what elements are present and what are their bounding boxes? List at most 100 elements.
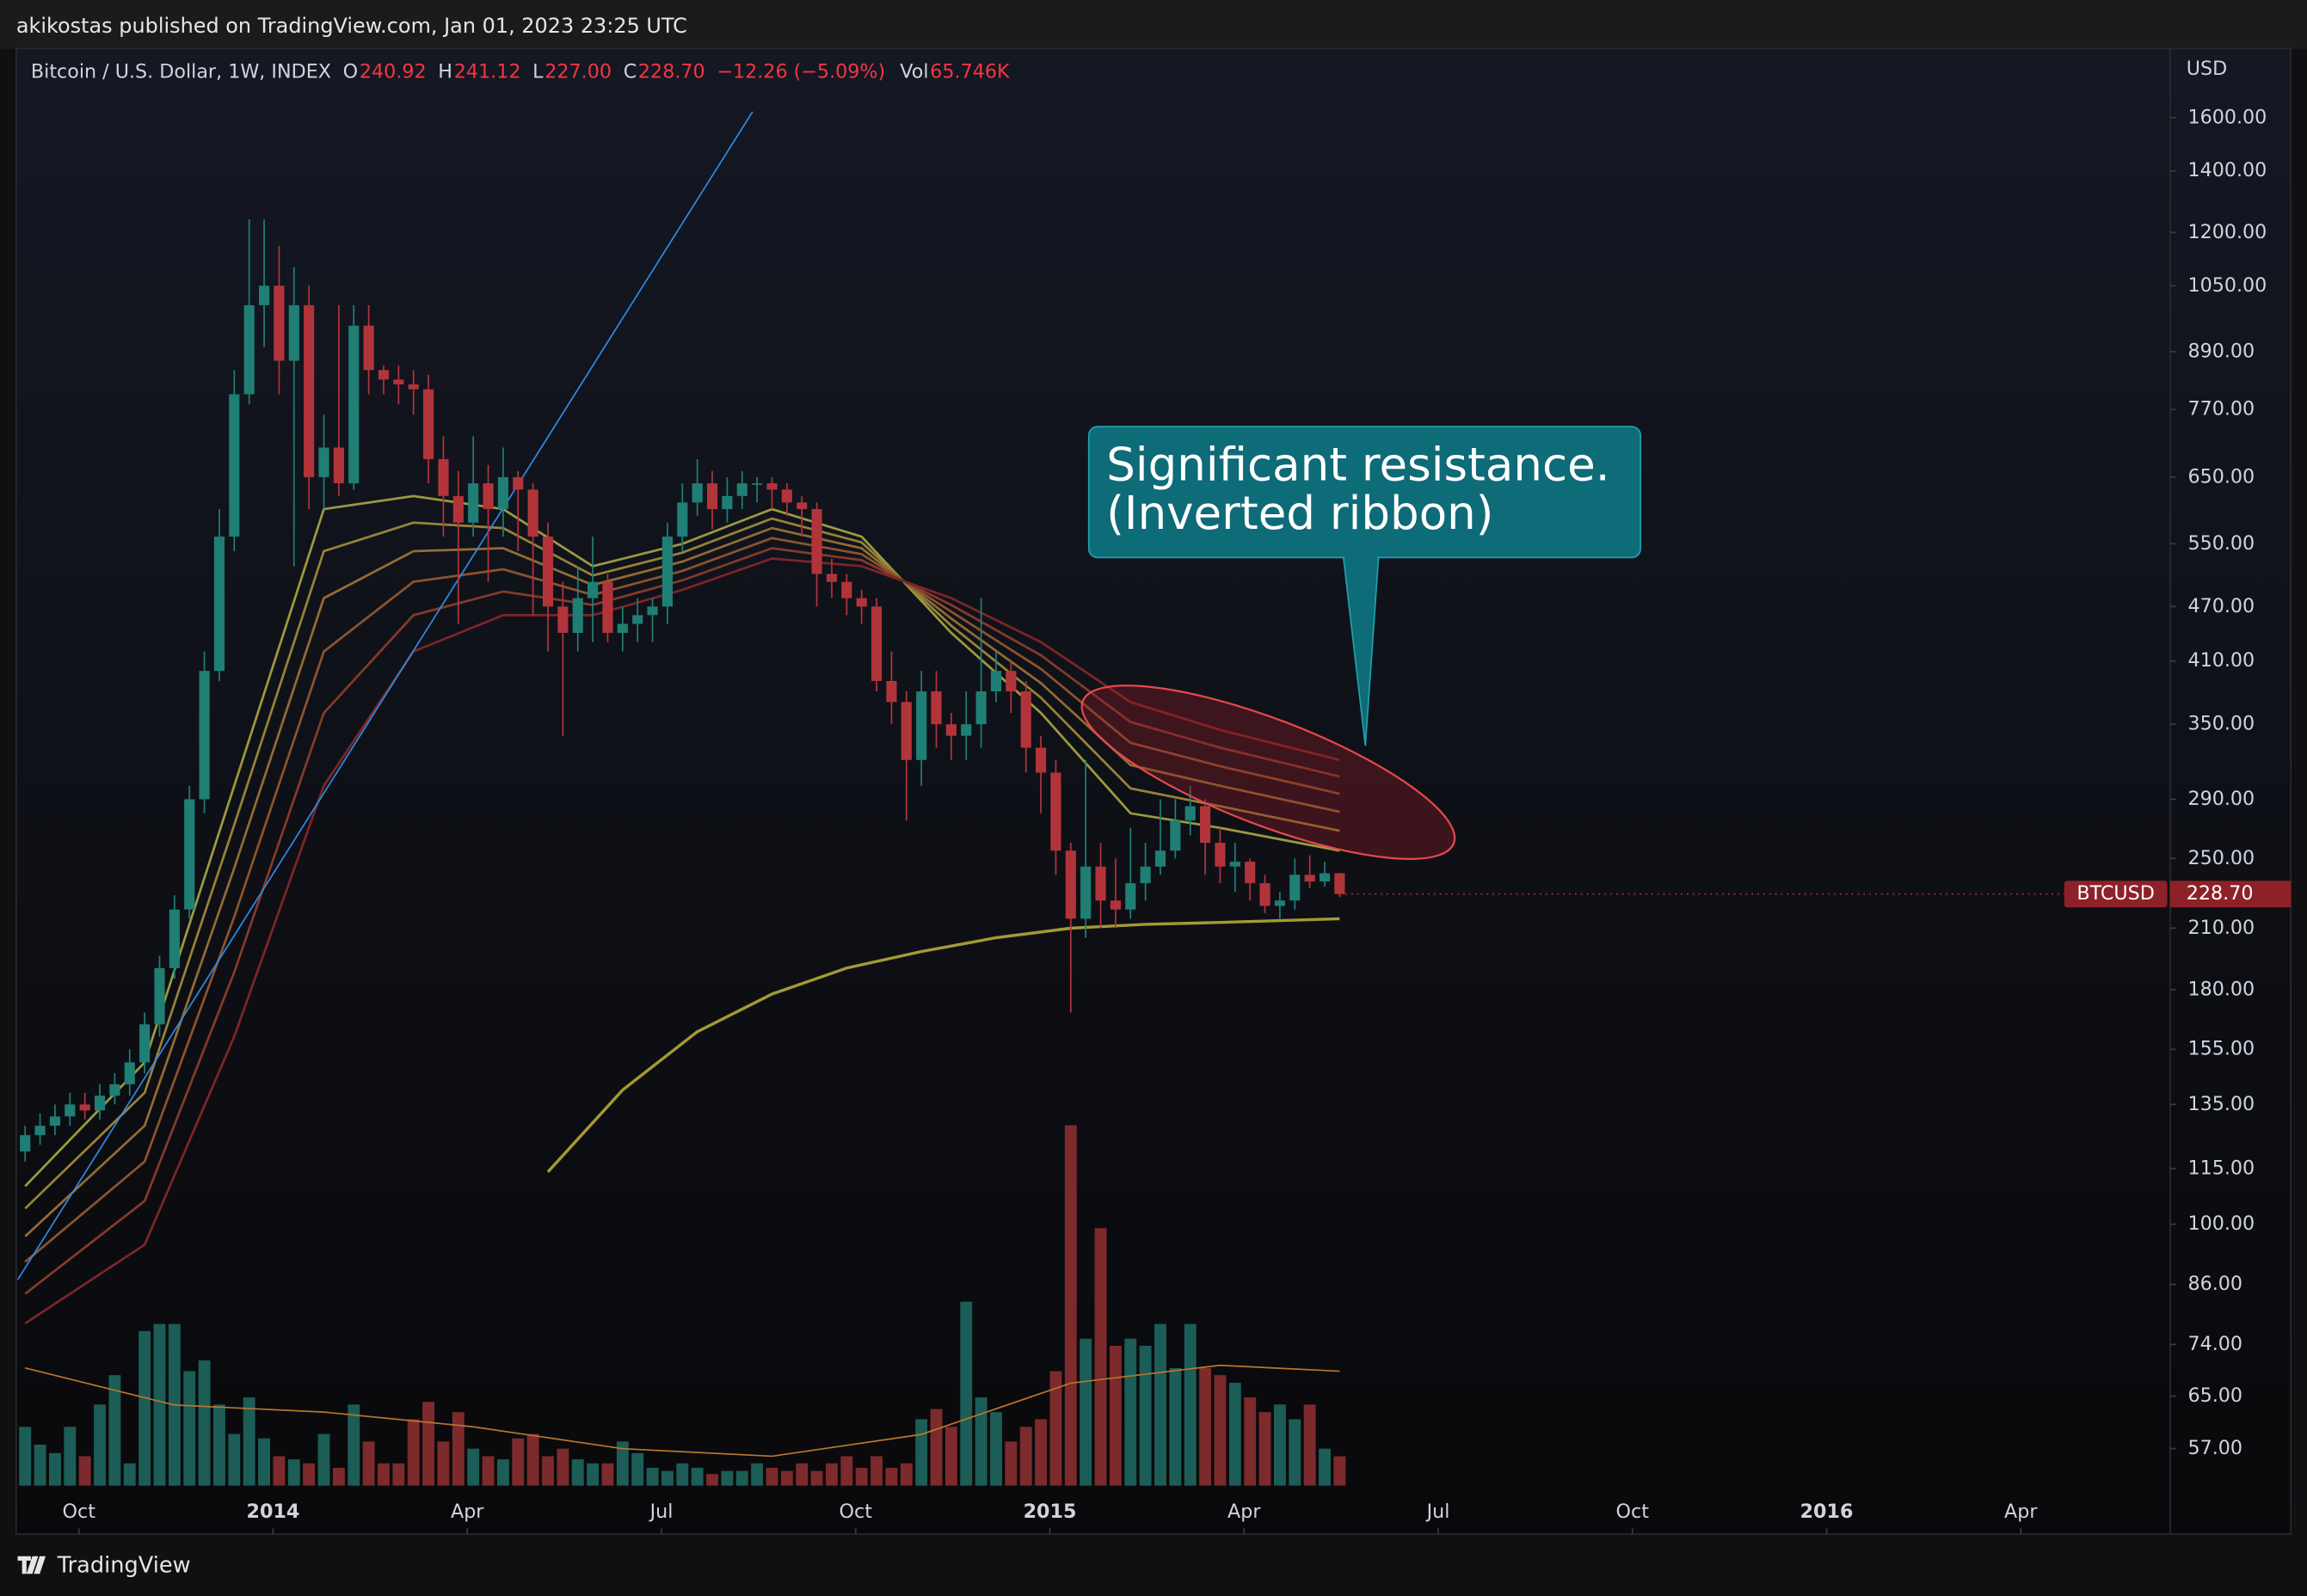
volume-bar xyxy=(78,1456,91,1486)
volume-bar xyxy=(840,1456,853,1486)
candle-body xyxy=(916,691,927,760)
candle-body xyxy=(1050,772,1061,851)
volume-bar xyxy=(1080,1338,1092,1486)
volume-bar xyxy=(1228,1382,1241,1486)
y-tick-label: 650.00 xyxy=(2187,465,2255,488)
candle-body xyxy=(811,509,822,574)
candle-body xyxy=(34,1126,46,1136)
candle-body xyxy=(49,1116,61,1126)
callout: Significant resistance. (Inverted ribbon… xyxy=(1080,426,1642,860)
volume-bar xyxy=(452,1412,464,1486)
volume-bar xyxy=(183,1371,196,1486)
legend-text: 241.12 xyxy=(454,60,521,83)
y-tick-label: 135.00 xyxy=(2187,1093,2255,1115)
volume-bar xyxy=(198,1360,211,1486)
volume-bar xyxy=(348,1404,360,1486)
y-tick-label: 155.00 xyxy=(2187,1038,2255,1060)
volume-bar xyxy=(915,1419,928,1486)
y-tick-label: 1050.00 xyxy=(2187,274,2267,297)
volume-bar xyxy=(975,1397,987,1486)
volume-bar xyxy=(557,1448,569,1486)
volume-bar xyxy=(34,1444,46,1486)
candle-body xyxy=(452,495,464,523)
volume-bar xyxy=(646,1467,659,1486)
volume-bar xyxy=(1064,1125,1077,1486)
y-tick-label: 350.00 xyxy=(2187,713,2255,735)
y-tick-label: 1200.00 xyxy=(2187,221,2267,243)
ribbon-line xyxy=(24,517,1340,1210)
volume-bar xyxy=(706,1474,718,1486)
volume-bar xyxy=(378,1463,390,1486)
candle-body xyxy=(1020,691,1031,748)
legend-text: 228.70 xyxy=(638,60,705,83)
candle-body xyxy=(1140,866,1151,884)
x-tick-label: Oct xyxy=(1616,1501,1650,1523)
candle-body xyxy=(274,285,285,361)
volume-bar xyxy=(900,1463,913,1486)
chart-area xyxy=(15,47,2292,1535)
volume-bar xyxy=(138,1330,151,1486)
candle-body xyxy=(736,483,747,496)
candle-body xyxy=(647,606,658,616)
y-tick-label: 470.00 xyxy=(2187,595,2255,617)
candle-body xyxy=(258,285,270,305)
candle-body xyxy=(94,1096,106,1111)
candle-body xyxy=(1215,843,1226,867)
volume-bar xyxy=(855,1467,868,1486)
x-tick-label: Jul xyxy=(1425,1501,1450,1523)
volume-bar xyxy=(243,1397,255,1486)
volume-bar xyxy=(1094,1228,1107,1486)
volume-bar xyxy=(826,1463,838,1486)
volume-bar xyxy=(512,1438,525,1486)
volume-bar xyxy=(1019,1427,1032,1486)
candle-body xyxy=(1125,883,1136,910)
volume-bar xyxy=(1244,1397,1257,1486)
candle-body xyxy=(826,574,838,582)
candle-body xyxy=(871,606,883,681)
candle-body xyxy=(557,606,569,633)
candle-body xyxy=(1154,850,1166,867)
long-ma xyxy=(546,917,1340,1173)
volume-bar xyxy=(1005,1441,1018,1486)
candle-body xyxy=(1065,850,1076,919)
x-tick-label: Apr xyxy=(2004,1501,2038,1523)
volume-bar xyxy=(48,1452,61,1486)
y-tick-label: 890.00 xyxy=(2187,341,2255,363)
plot xyxy=(16,111,2176,1535)
volume-bar xyxy=(1035,1419,1048,1486)
volume-bar xyxy=(601,1463,614,1486)
volume-bar xyxy=(780,1470,793,1486)
legend-text: Bitcoin / U.S. Dollar, 1W, INDEX xyxy=(31,60,331,83)
volume-bar xyxy=(258,1438,271,1486)
candle-body xyxy=(542,537,554,607)
trendline xyxy=(16,111,754,1280)
x-tick-label: 2014 xyxy=(247,1501,300,1523)
volume-bar xyxy=(631,1452,644,1486)
y-tick-label: 290.00 xyxy=(2187,788,2255,810)
candle-body xyxy=(677,502,688,537)
volume-bar xyxy=(751,1463,764,1486)
candle-body xyxy=(1184,806,1196,821)
volume-bar xyxy=(94,1404,106,1486)
candle-body xyxy=(348,325,360,484)
volume-bar xyxy=(1154,1323,1166,1486)
candle-body xyxy=(468,483,479,523)
candle-body xyxy=(752,483,763,485)
candle-body xyxy=(1229,862,1240,867)
legend-text: O xyxy=(343,60,359,83)
candle-body xyxy=(139,1024,151,1063)
volume-bar xyxy=(482,1456,495,1486)
volume-bar xyxy=(303,1463,316,1486)
y-tick-label: 550.00 xyxy=(2187,532,2255,555)
candle-body xyxy=(1110,900,1121,910)
candle-body xyxy=(199,671,210,800)
legend-text: 240.92 xyxy=(360,60,427,83)
volume-bar xyxy=(213,1404,225,1486)
volume-bar xyxy=(1319,1448,1331,1486)
ellipse-highlight xyxy=(1080,684,1456,860)
candle-body xyxy=(856,598,867,607)
candle-body xyxy=(184,799,195,910)
legend-text: 65.746K xyxy=(930,60,1011,83)
y-tick-label: 57.00 xyxy=(2187,1437,2242,1459)
